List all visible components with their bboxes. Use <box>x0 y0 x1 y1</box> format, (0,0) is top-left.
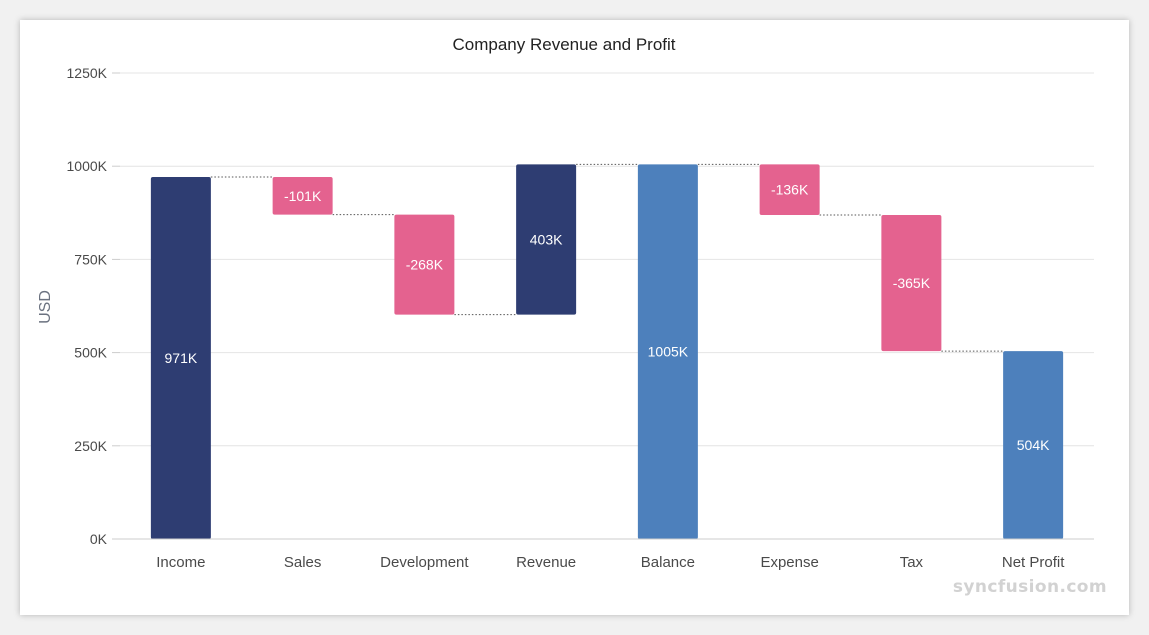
x-tick-label: Balance <box>641 554 695 571</box>
bars: 971K -101K -268K 403K 1005K -136K -365K 504K <box>150 164 1064 539</box>
y-tick-label: 250K <box>74 438 107 454</box>
data-label-sales: -101K <box>284 188 322 204</box>
bar-balance[interactable] <box>637 164 698 539</box>
x-tick-label: Development <box>380 554 469 571</box>
bar-sales[interactable] <box>272 177 333 215</box>
data-label-revenue: 403K <box>530 231 563 247</box>
grid-lines <box>120 72 1094 540</box>
data-label-income: 971K <box>165 350 198 366</box>
x-tick-label: Expense <box>760 554 818 571</box>
x-tick-label: Tax <box>900 554 924 571</box>
x-tick-label: Sales <box>284 554 322 571</box>
y-tick-label: 1250K <box>67 65 108 81</box>
data-label-net-profit: 504K <box>1017 437 1050 453</box>
bar-net-profit[interactable] <box>1003 351 1064 539</box>
y-axis-ticks: 0K 250K 500K 750K 1000K 1250K <box>67 65 120 547</box>
bar-expense[interactable] <box>759 164 820 216</box>
bar-development[interactable] <box>394 214 455 315</box>
y-tick-label: 1000K <box>67 158 108 174</box>
bar-tax[interactable] <box>881 215 942 352</box>
data-label-expense: -136K <box>771 182 809 198</box>
x-tick-label: Income <box>156 554 205 571</box>
bar-income[interactable] <box>150 177 211 539</box>
y-axis-title: USD <box>37 290 54 324</box>
data-label-tax: -365K <box>893 275 931 291</box>
y-tick-label: 500K <box>74 345 107 361</box>
y-tick-label: 0K <box>90 531 108 547</box>
data-label-balance: 1005K <box>648 344 689 360</box>
data-label-development: -268K <box>406 257 444 273</box>
x-tick-label: Net Profit <box>1002 554 1065 571</box>
bar-revenue[interactable] <box>516 164 577 315</box>
chart-card: Company Revenue and Profit USD 0K 250K 500… <box>20 20 1129 615</box>
x-tick-label: Revenue <box>516 554 576 571</box>
watermark: syncfusion.com <box>952 577 1107 597</box>
waterfall-chart: Company Revenue and Profit USD 0K 250K 500… <box>37 35 1094 571</box>
chart-title: Company Revenue and Profit <box>452 35 675 54</box>
y-tick-label: 750K <box>74 251 107 267</box>
x-axis-ticks: Income Sales Development Revenue Balance Expe… <box>120 538 1094 571</box>
